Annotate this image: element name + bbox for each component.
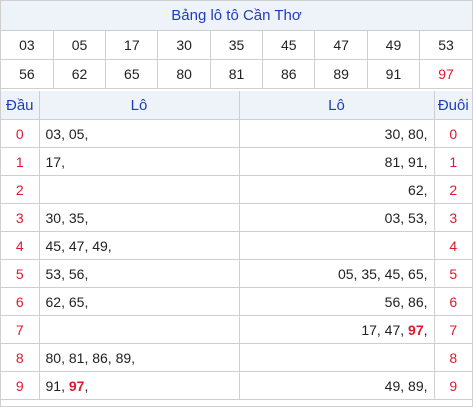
row-lo-left: 91, 97, <box>39 371 240 400</box>
row-head-digit: 1 <box>1 147 40 176</box>
row-lo-left <box>39 175 240 204</box>
row-lo-left: 53, 56, <box>39 259 240 288</box>
number-cell: 80 <box>157 59 211 89</box>
column-header-head: Đầu <box>1 91 40 120</box>
number-cell: 91 <box>367 59 421 89</box>
table-body: 0 03, 05, 30, 80, 0 1 17, 81, 91, 1 2 62, 2 3 30, 35… <box>1 119 472 400</box>
numbers-grid: 03 05 17 30 35 45 47 49 53 56 62 65 80 8… <box>1 31 472 89</box>
row-lo-right: 81, 91, <box>239 147 435 176</box>
number-cell: 17 <box>105 31 159 60</box>
table-row: 1 17, 81, 91, 1 <box>1 147 472 176</box>
row-lo-right: 49, 89, <box>239 371 435 400</box>
number-cell-highlighted: 97 <box>419 59 472 89</box>
table-row: 9 91, 97, 49, 89, 9 <box>1 371 472 400</box>
highlighted-number: 97 <box>68 377 85 394</box>
row-tail-digit: 8 <box>434 343 472 372</box>
number-cell: 65 <box>105 59 159 89</box>
row-lo-right <box>239 343 435 372</box>
row-head-digit: 7 <box>1 315 40 344</box>
number-cell: 03 <box>1 31 54 60</box>
row-head-digit: 8 <box>1 343 40 372</box>
row-lo-right: 03, 53, <box>239 203 435 232</box>
row-tail-digit: 4 <box>434 231 472 260</box>
table-row: 0 03, 05, 30, 80, 0 <box>1 119 472 148</box>
row-lo-right: 62, <box>239 175 435 204</box>
row-tail-digit: 6 <box>434 287 472 316</box>
row-head-digit: 0 <box>1 119 40 148</box>
number-cell: 81 <box>210 59 264 89</box>
row-tail-digit: 2 <box>434 175 472 204</box>
table-row: 5 53, 56, 05, 35, 45, 65, 5 <box>1 259 472 288</box>
row-lo-right: 56, 86, <box>239 287 435 316</box>
table-row: 4 45, 47, 49, 4 <box>1 231 472 260</box>
numbers-row: 03 05 17 30 35 45 47 49 53 <box>1 31 472 60</box>
row-lo-right: 05, 35, 45, 65, <box>239 259 435 288</box>
row-tail-digit: 0 <box>434 119 472 148</box>
row-lo-right: 30, 80, <box>239 119 435 148</box>
column-header-tail: Đuôi <box>434 91 472 120</box>
column-header-lo-left: Lô <box>39 91 240 120</box>
row-lo-left: 45, 47, 49, <box>39 231 240 260</box>
number-cell: 49 <box>367 31 421 60</box>
number-cell: 53 <box>419 31 472 60</box>
row-lo-left: 17, <box>39 147 240 176</box>
row-lo-left <box>39 315 240 344</box>
number-cell: 89 <box>314 59 368 89</box>
table-row: 7 17, 47, 97, 7 <box>1 315 472 344</box>
numbers-row: 56 62 65 80 81 86 89 91 97 <box>1 59 472 89</box>
number-cell: 35 <box>210 31 264 60</box>
row-head-digit: 2 <box>1 175 40 204</box>
row-tail-digit: 9 <box>434 371 472 400</box>
number-cell: 45 <box>262 31 316 60</box>
row-tail-digit: 5 <box>434 259 472 288</box>
row-lo-right <box>239 231 435 260</box>
board-title: Bảng lô tô Cần Thơ <box>1 1 472 31</box>
table-row: 2 62, 2 <box>1 175 472 204</box>
column-header-lo-right: Lô <box>239 91 435 120</box>
number-cell: 05 <box>53 31 107 60</box>
row-tail-digit: 1 <box>434 147 472 176</box>
highlighted-number: 97 <box>408 321 424 338</box>
row-lo-left: 62, 65, <box>39 287 240 316</box>
row-lo-left: 80, 81, 86, 89, <box>39 343 240 372</box>
row-head-digit: 3 <box>1 203 40 232</box>
row-lo-left: 03, 05, <box>39 119 240 148</box>
row-head-digit: 4 <box>1 231 40 260</box>
row-head-digit: 6 <box>1 287 40 316</box>
number-cell: 86 <box>262 59 316 89</box>
table-header-row: Đầu Lô Lô Đuôi <box>1 91 472 120</box>
number-cell: 62 <box>53 59 107 89</box>
table-row: 3 30, 35, 03, 53, 3 <box>1 203 472 232</box>
row-head-digit: 9 <box>1 371 40 400</box>
number-cell: 56 <box>1 59 54 89</box>
head-tail-table: Đầu Lô Lô Đuôi 0 03, 05, 30, 80, 0 1 17, 81, 9… <box>1 91 472 400</box>
row-lo-right: 17, 47, 97, <box>239 315 435 344</box>
number-cell: 30 <box>157 31 211 60</box>
table-row: 8 80, 81, 86, 89, 8 <box>1 343 472 372</box>
row-tail-digit: 3 <box>434 203 472 232</box>
row-head-digit: 5 <box>1 259 40 288</box>
number-cell: 47 <box>314 31 368 60</box>
table-row: 6 62, 65, 56, 86, 6 <box>1 287 472 316</box>
row-lo-left: 30, 35, <box>39 203 240 232</box>
row-tail-digit: 7 <box>434 315 472 344</box>
